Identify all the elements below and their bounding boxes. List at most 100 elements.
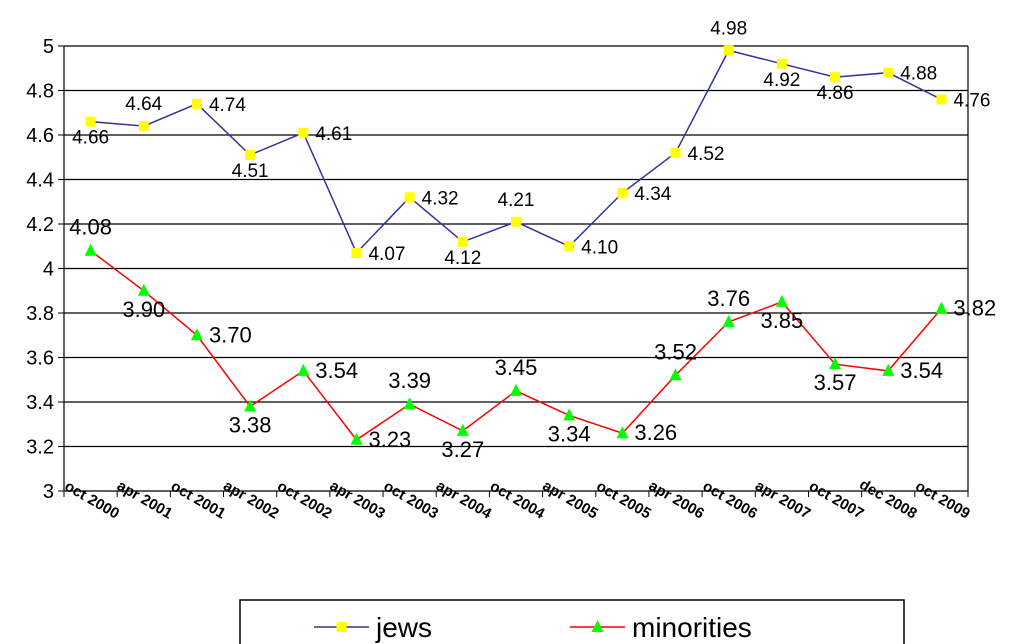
- data-label-jews: 4.32: [422, 188, 459, 209]
- data-point-minorities: [510, 383, 522, 396]
- data-label-jews: 4.64: [125, 94, 162, 115]
- x-tick-label: apr 2005: [539, 477, 600, 522]
- data-label-jews: 4.86: [817, 83, 854, 104]
- legend: jews minorities: [239, 599, 905, 644]
- data-point-minorities: [563, 408, 576, 421]
- data-label-jews: 4.76: [953, 90, 990, 111]
- data-label-jews: 4.52: [688, 144, 725, 165]
- legend-jews-marker: [336, 622, 347, 632]
- series-markers: [84, 45, 948, 445]
- data-point-minorities: [244, 399, 257, 412]
- y-tick-label: 4: [43, 259, 54, 281]
- data-label-minorities: 3.52: [654, 339, 697, 364]
- data-point-jews: [404, 192, 415, 203]
- data-label-minorities: 3.38: [229, 412, 272, 437]
- data-point-minorities: [669, 368, 682, 381]
- data-label-minorities: 3.45: [495, 355, 538, 380]
- data-point-jews: [564, 241, 575, 252]
- data-label-jews: 4.61: [315, 124, 352, 145]
- data-label-jews: 4.51: [232, 161, 269, 182]
- data-label-minorities: 3.76: [707, 286, 750, 311]
- x-tick-label: oct 2004: [487, 478, 548, 523]
- data-label-minorities: 3.54: [315, 358, 358, 383]
- legend-label-minorities: minorities: [632, 612, 752, 643]
- data-point-minorities: [722, 314, 735, 327]
- y-tick-label: 3.8: [26, 303, 54, 325]
- data-point-jews: [617, 187, 628, 198]
- data-point-jews: [511, 216, 521, 227]
- data-point-minorities: [403, 397, 416, 410]
- x-tick-label: oct 2006: [700, 478, 761, 523]
- data-point-jews: [723, 45, 734, 56]
- data-point-minorities: [616, 426, 629, 439]
- data-label-jews: 4.88: [900, 64, 937, 85]
- data-label-minorities: 3.82: [953, 296, 996, 321]
- data-point-jews: [670, 147, 681, 158]
- data-point-jews: [245, 150, 256, 161]
- data-point-minorities: [350, 432, 363, 445]
- x-tick-label: oct 2001: [168, 478, 229, 523]
- data-point-minorities: [882, 363, 895, 376]
- x-tick-label: dec 2008: [856, 476, 919, 522]
- data-label-jews: 4.66: [72, 128, 109, 149]
- data-point-minorities: [775, 294, 788, 307]
- x-tick-label: apr 2001: [114, 477, 175, 522]
- y-tick-labels: 3 3.2 3.4 3.6 3.8 4 4.2 4.4 4.6 4.8 5: [26, 36, 54, 503]
- data-point-jews: [191, 98, 202, 109]
- x-tick-label: oct 2002: [274, 478, 335, 523]
- data-point-jews: [457, 236, 468, 247]
- data-label-jews: 4.21: [498, 190, 535, 211]
- data-point-minorities: [456, 423, 469, 436]
- data-label-jews: 4.98: [710, 18, 747, 39]
- x-tick-label: apr 2004: [433, 477, 495, 522]
- data-point-jews: [351, 247, 362, 258]
- data-point-jews: [883, 67, 894, 78]
- y-tick-label: 3.2: [26, 437, 54, 459]
- x-tick-label: oct 2007: [806, 478, 867, 523]
- data-point-minorities: [935, 301, 948, 314]
- y-tick-label: 4.4: [26, 170, 54, 192]
- data-point-minorities: [829, 357, 842, 370]
- data-label-jews: 4.34: [634, 184, 671, 205]
- y-tick-label: 3.4: [26, 392, 54, 414]
- x-tick-label: oct 2000: [62, 478, 123, 523]
- data-point-minorities: [84, 243, 97, 256]
- x-tick-label: oct 2009: [912, 478, 973, 523]
- data-labels: 4.66 4.64 4.74 4.51 4.61 4.07 4.32 4.12 4.21 4.10…: [69, 18, 996, 461]
- data-label-minorities: 3.39: [388, 368, 431, 393]
- x-tick-label: apr 2003: [327, 477, 388, 522]
- data-label-jews: 4.92: [763, 70, 800, 91]
- data-label-minorities: 3.54: [900, 358, 943, 383]
- data-point-jews: [298, 127, 309, 138]
- x-tick-label: apr 2007: [752, 477, 813, 522]
- data-point-minorities: [190, 328, 203, 341]
- data-point-jews: [830, 72, 841, 83]
- y-tick-label: 5: [43, 36, 54, 58]
- legend-minorities-marker: [591, 620, 604, 632]
- data-point-jews: [138, 121, 149, 132]
- x-tick-label: oct 2003: [381, 478, 442, 523]
- x-tick-label: apr 2002: [220, 477, 281, 522]
- data-label-jews: 4.07: [368, 244, 405, 265]
- data-label-minorities: 3.34: [548, 421, 591, 446]
- data-label-minorities: 3.26: [634, 420, 677, 445]
- y-tick-label: 4.8: [26, 81, 54, 103]
- data-label-jews: 4.12: [444, 248, 481, 269]
- y-tick-label: 3.6: [26, 348, 54, 370]
- y-tick-label: 3: [43, 481, 54, 503]
- data-point-minorities: [137, 283, 150, 296]
- legend-label-jews: jews: [375, 612, 432, 643]
- data-label-minorities: 3.27: [441, 437, 484, 462]
- x-tick-label: apr 2006: [646, 477, 707, 522]
- y-tick-label: 4.6: [26, 125, 54, 147]
- y-tick-label: 4.2: [26, 214, 54, 236]
- axes: [58, 45, 969, 497]
- data-label-minorities: 3.70: [209, 322, 252, 347]
- data-label-jews: 4.10: [581, 237, 618, 258]
- data-point-jews: [936, 94, 947, 105]
- data-label-minorities: 3.57: [814, 370, 857, 395]
- data-label-minorities: 3.23: [368, 427, 411, 452]
- x-tick-label: oct 2005: [593, 478, 654, 523]
- data-point-jews: [776, 58, 787, 69]
